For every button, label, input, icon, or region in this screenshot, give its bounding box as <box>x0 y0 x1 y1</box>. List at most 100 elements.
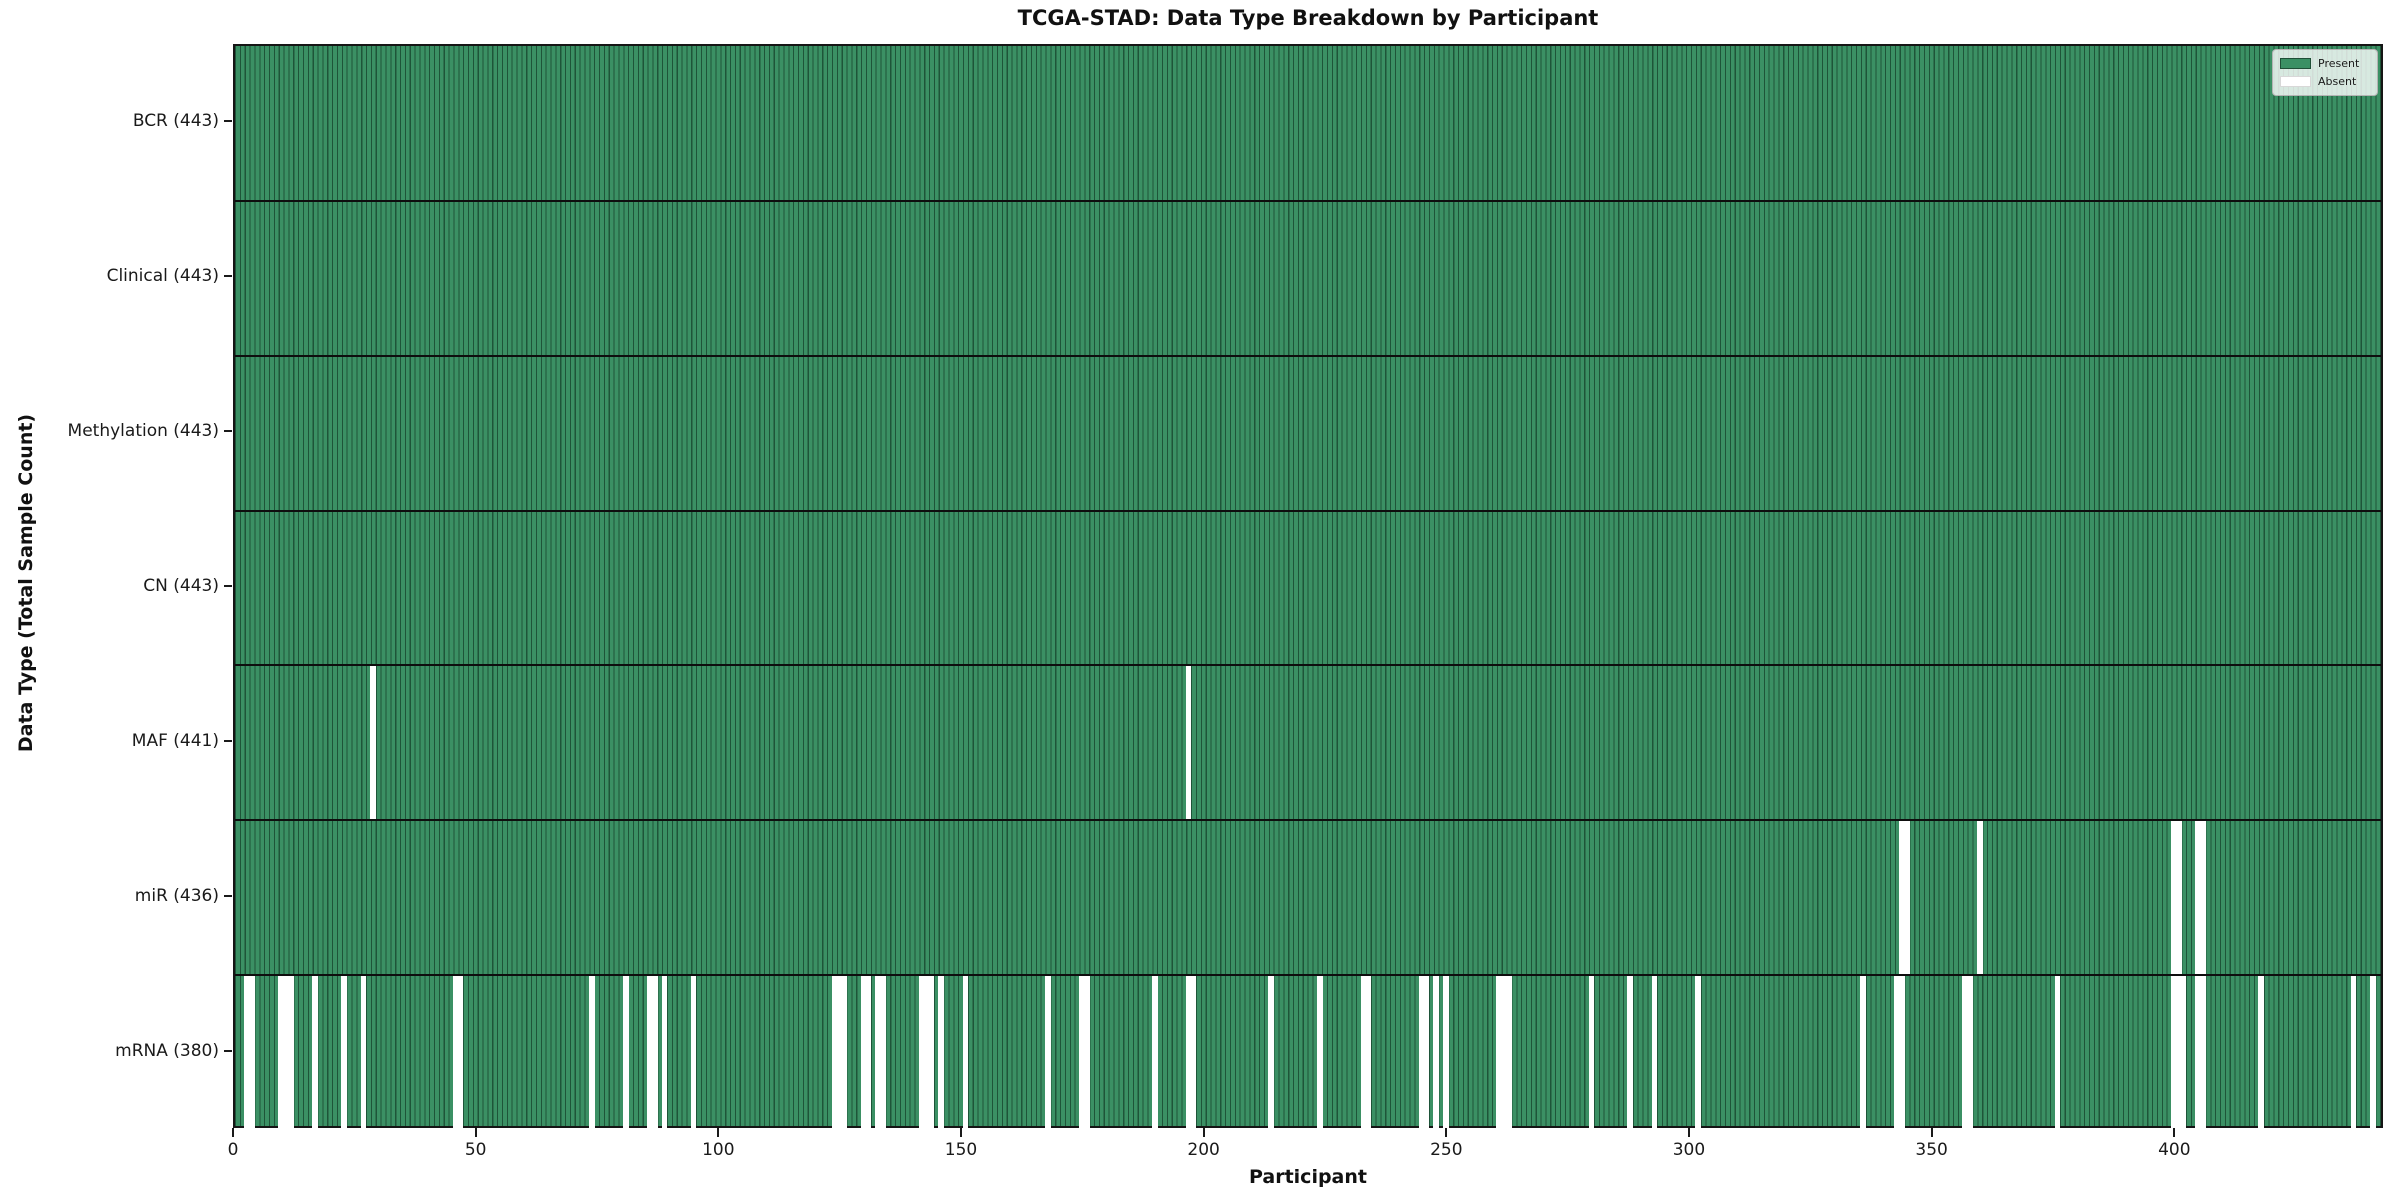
absent-bar <box>1651 975 1658 1130</box>
absent-bar <box>2175 975 2182 1130</box>
present-bars-texture <box>235 46 2381 1126</box>
absent-bar <box>2200 975 2206 1130</box>
legend-label-absent: Absent <box>2318 74 2357 88</box>
absent-bar <box>2175 820 2182 976</box>
row-band-miR <box>235 820 2381 976</box>
absent-bar <box>831 975 838 1130</box>
x-tick-mark <box>474 1128 477 1137</box>
absent-bar <box>1185 665 1192 821</box>
absent-bar <box>283 975 289 1130</box>
absent-bar <box>1496 975 1503 1130</box>
row-separator <box>235 509 2381 512</box>
y-tick-mark <box>224 275 232 278</box>
absent-bar <box>918 975 925 1130</box>
x-tick-label-150: 150 <box>944 1140 978 1160</box>
absent-bar <box>249 975 255 1130</box>
present-swatch-icon <box>2280 58 2311 70</box>
row-separator <box>235 819 2381 822</box>
absent-bar <box>690 975 697 1130</box>
y-tick-mark <box>224 585 232 587</box>
row-band-MAF <box>235 665 2381 821</box>
absent-bar <box>1418 975 1425 1130</box>
absent-bar <box>923 975 930 1130</box>
absent-bar <box>928 975 935 1130</box>
y-tick-mark <box>224 430 232 433</box>
row-band-CN <box>235 511 2381 666</box>
absent-bar <box>622 975 629 1130</box>
legend-label-present: Present <box>2318 57 2360 71</box>
absent-bar <box>836 975 843 1130</box>
absent-bar <box>1268 975 1274 1130</box>
absent-bar <box>875 975 881 1130</box>
y-tick-label-CN: CN (443) <box>143 576 219 596</box>
absent-bar <box>1506 975 1512 1130</box>
absent-bar <box>661 975 668 1130</box>
row-band-Methylation <box>235 356 2381 511</box>
x-tick-mark <box>2173 1128 2176 1137</box>
absent-bar <box>1443 975 1449 1130</box>
x-tick-label-100: 100 <box>702 1140 735 1160</box>
x-tick-mark <box>1687 1128 1690 1137</box>
row-band-Clinical <box>235 201 2381 356</box>
absent-bar <box>1151 975 1158 1130</box>
absent-bar <box>880 975 886 1130</box>
y-tick-label-MAF: MAF (441) <box>131 730 219 751</box>
x-tick-label-350: 350 <box>1915 1140 1948 1160</box>
row-separator <box>235 199 2381 202</box>
row-band-BCR <box>235 46 2381 201</box>
x-tick-mark <box>1445 1128 1448 1137</box>
legend-entry-absent: Absent <box>2280 74 2370 88</box>
absent-bar <box>647 975 653 1130</box>
absent-bar <box>1695 975 1702 1130</box>
absent-bar <box>1860 975 1867 1130</box>
y-tick-mark <box>224 739 232 742</box>
x-tick-mark <box>717 1128 720 1137</box>
legend-entry-present: Present <box>2280 57 2370 71</box>
absent-bar <box>1894 975 1901 1130</box>
y-tick-label-miR: miR (436) <box>134 885 219 906</box>
absent-bar <box>287 975 294 1130</box>
absent-bar <box>1360 975 1367 1130</box>
row-separator <box>235 354 2381 357</box>
absent-bar <box>2200 820 2206 976</box>
row-separator <box>235 974 2381 977</box>
absent-bar <box>1079 975 1085 1130</box>
x-tick-mark <box>1202 1128 1205 1137</box>
chart-title: TCGA-STAD: Data Type Breakdown by Partic… <box>1017 6 1599 30</box>
absent-bar <box>1976 820 1983 976</box>
y-tick-mark <box>224 120 232 123</box>
legend: Present Absent <box>2272 49 2378 96</box>
absent-bar <box>1899 820 1905 976</box>
absent-bar <box>1967 975 1973 1130</box>
absent-bar <box>1185 975 1192 1130</box>
absent-bar <box>312 975 318 1130</box>
x-tick-label-0: 0 <box>227 1140 239 1160</box>
x-tick-mark <box>232 1128 234 1137</box>
absent-bar <box>1899 975 1905 1130</box>
absent-bar <box>1045 975 1051 1130</box>
absent-bar <box>2195 820 2201 976</box>
absent-bar <box>2054 975 2061 1130</box>
x-tick-label-50: 50 <box>464 1140 487 1160</box>
absent-bar <box>2171 820 2177 976</box>
absent-bar <box>865 975 872 1130</box>
absent-bar <box>244 975 250 1130</box>
y-tick-label-Methylation: Methylation (443) <box>67 421 219 442</box>
absent-bar <box>1316 975 1323 1130</box>
absent-bar <box>2171 975 2177 1130</box>
absent-bar <box>1904 820 1910 976</box>
x-tick-label-200: 200 <box>1187 1140 1220 1160</box>
absent-bar <box>1365 975 1372 1130</box>
absent-bar <box>1501 975 1507 1130</box>
absent-bar <box>360 975 367 1130</box>
absent-bar <box>1190 975 1197 1130</box>
row-band-mRNA <box>235 975 2381 1130</box>
absent-bar <box>452 975 459 1130</box>
absent-bar <box>2180 975 2187 1130</box>
y-tick-label-mRNA: mRNA (380) <box>115 1040 219 1061</box>
absent-bar <box>2195 975 2201 1130</box>
x-tick-label-250: 250 <box>1430 1140 1463 1160</box>
absent-bar <box>370 665 377 821</box>
absent-bar <box>841 975 847 1130</box>
